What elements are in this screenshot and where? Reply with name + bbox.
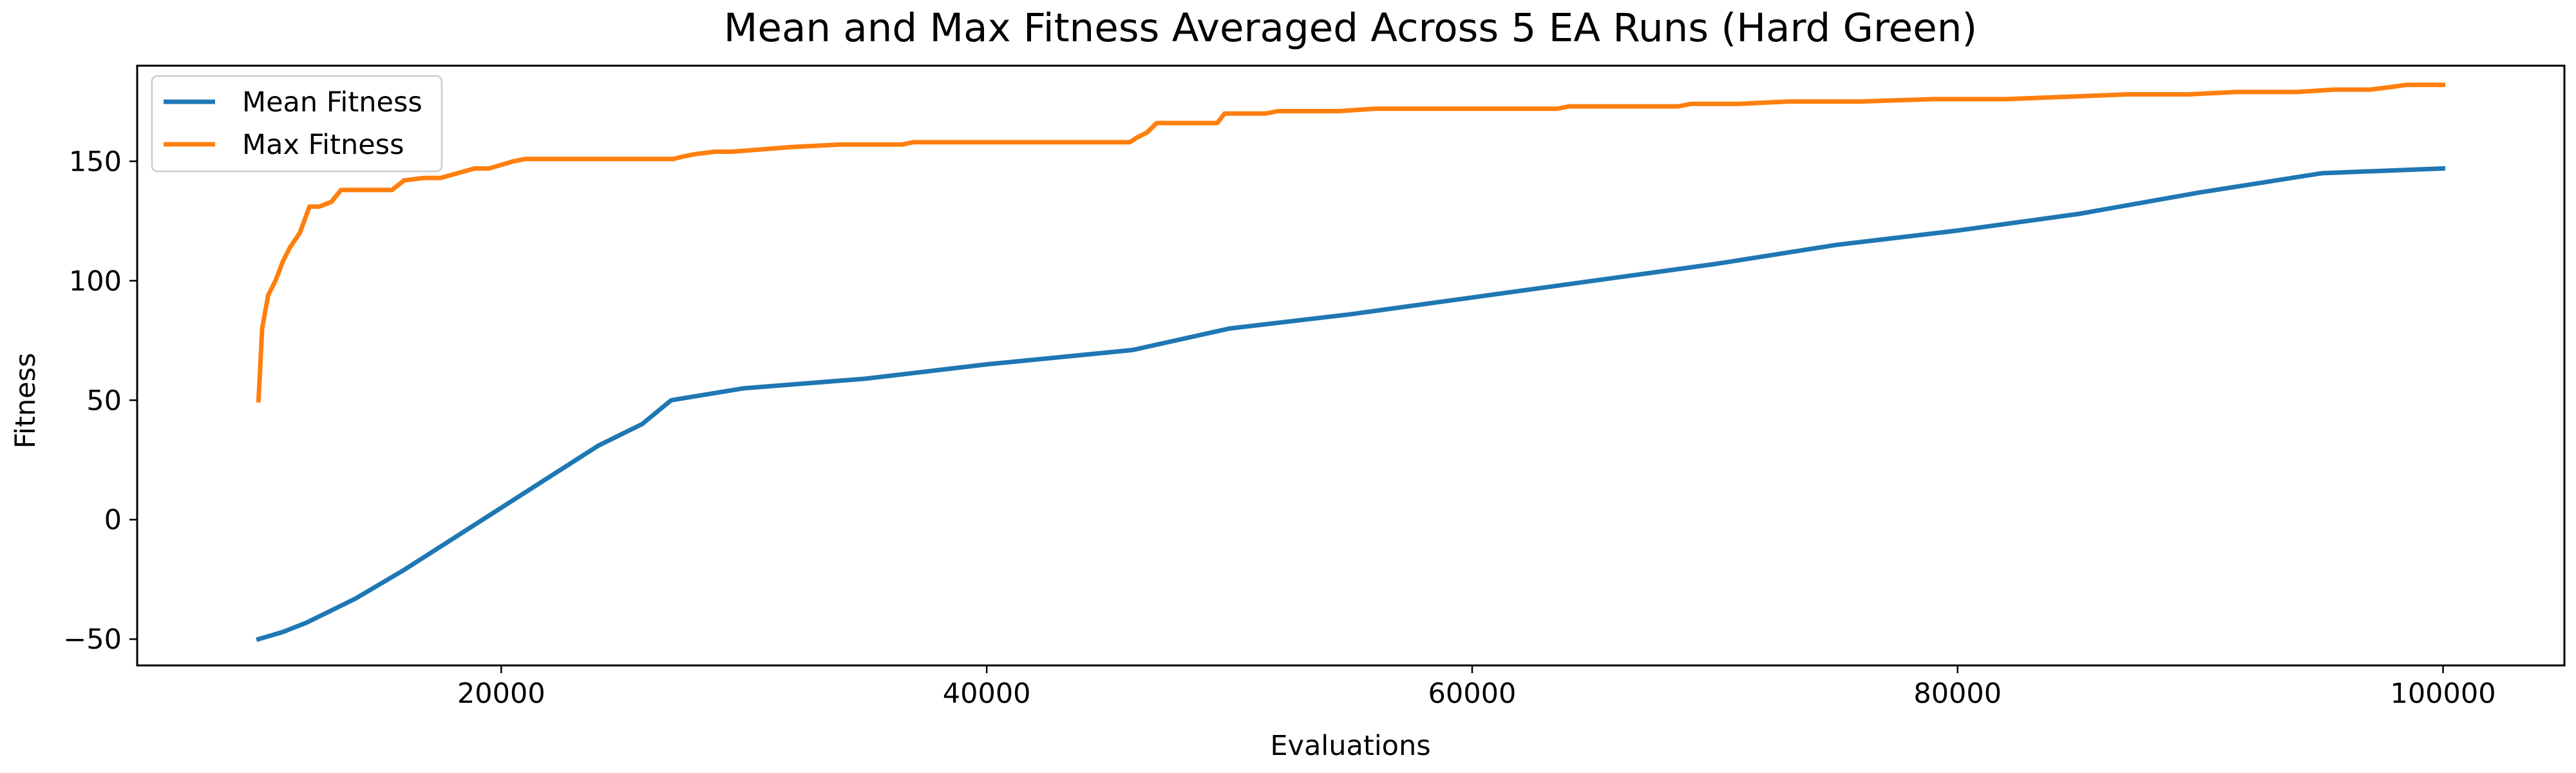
legend-label: Mean Fitness (242, 86, 422, 119)
y-axis-label: Fitness (10, 353, 42, 449)
plot-frame (136, 64, 2566, 667)
x-axis-label: Evaluations (1270, 730, 1430, 762)
series-layer (256, 82, 2446, 642)
y-tick-label: 100 (69, 265, 122, 298)
x-tick-label: 40000 (943, 678, 1031, 710)
legend-box (151, 75, 443, 173)
y-tick-label: −50 (63, 624, 122, 656)
series-line-mean-fitness (256, 166, 2446, 642)
x-tick-label: 20000 (457, 678, 545, 710)
legend: Mean Fitness Max Fitness (151, 75, 443, 173)
y-tick-label: 150 (69, 146, 122, 178)
axes: 20000 40000 60000 80000 100000 −50 0 50 100 150 (63, 64, 2566, 710)
x-tick-label: 100000 (2390, 678, 2496, 710)
y-tick-label: 50 (86, 385, 122, 417)
x-tick-label: 80000 (1913, 678, 2002, 710)
y-tick-label: 0 (104, 504, 122, 537)
series-line-max-fitness (256, 82, 2445, 403)
x-tick-label: 60000 (1428, 678, 1517, 710)
legend-label: Max Fitness (242, 129, 404, 161)
chart-title: Mean and Max Fitness Averaged Across 5 E… (724, 5, 1977, 51)
